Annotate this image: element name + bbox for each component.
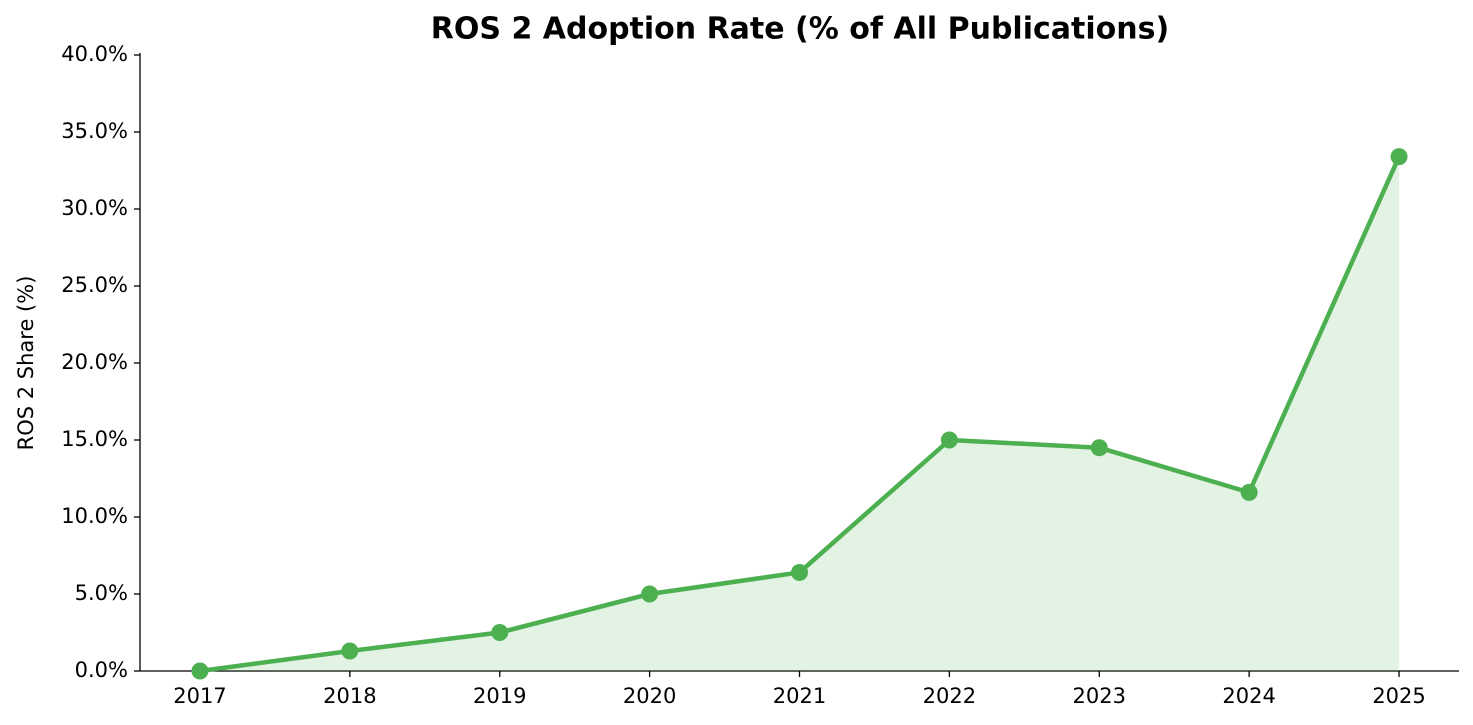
point	[791, 563, 808, 581]
point	[940, 431, 958, 449]
area	[199, 156, 1400, 671]
y-tick-label: 0.0%	[75, 658, 128, 682]
y-tick-label: 25.0%	[61, 273, 128, 297]
x-tick-label: 2023	[1073, 684, 1126, 708]
point	[1240, 483, 1258, 501]
x-tick-label: 2018	[323, 684, 376, 708]
y-axis-label: ROS 2 Share (%)	[14, 276, 38, 451]
point	[491, 624, 509, 641]
y-tick-label: 20.0%	[61, 350, 128, 374]
point	[1390, 148, 1408, 166]
x-tick-label: 2025	[1372, 684, 1425, 708]
x-tick-label: 2021	[773, 684, 826, 708]
point	[191, 662, 209, 680]
x-tick-label: 2022	[923, 684, 976, 708]
x-tick-label: 2019	[473, 684, 526, 708]
y-tick-label: 30.0%	[61, 196, 128, 220]
y-tick-label: 5.0%	[75, 581, 128, 605]
chart-title: ROS 2 Adoption Rate (% of All Publicatio…	[431, 12, 1169, 47]
x-tick-label: 2017	[173, 684, 226, 708]
y-tick-label: 35.0%	[61, 119, 128, 143]
x-tick-label: 2024	[1222, 684, 1275, 708]
point	[641, 585, 659, 603]
y-tick-label: 15.0%	[61, 427, 128, 451]
y-tick-label: 10.0%	[61, 504, 128, 528]
x-tick-label: 2020	[623, 684, 676, 708]
y-tick-label: 40.0%	[61, 42, 128, 66]
point	[1090, 439, 1108, 457]
point	[341, 642, 359, 660]
